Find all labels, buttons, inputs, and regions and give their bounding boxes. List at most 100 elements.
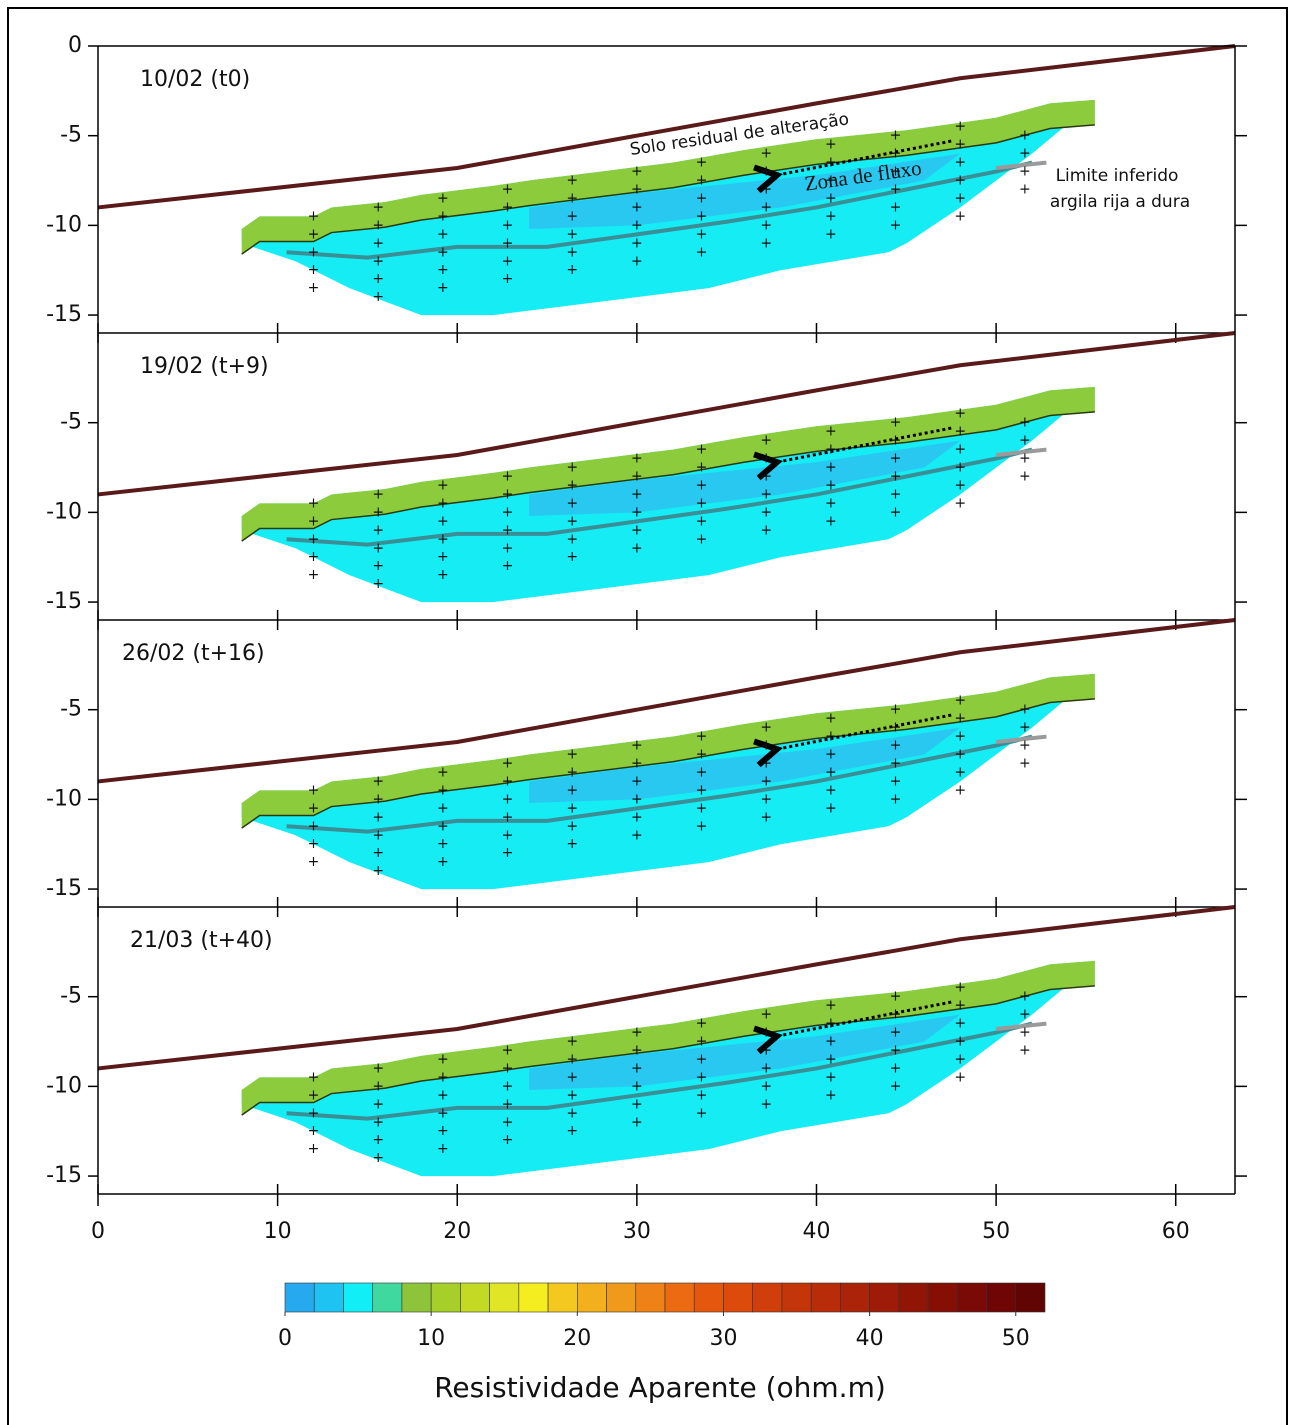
- x-tick-label: 20: [443, 1219, 471, 1244]
- electrode-point: +: [308, 854, 320, 870]
- electrode-point: +: [760, 791, 772, 807]
- electrode-point: +: [890, 989, 902, 1005]
- low-resistivity-zone: [529, 153, 961, 229]
- electrode-point: +: [631, 1114, 643, 1130]
- x-tick-label: 40: [802, 1219, 830, 1244]
- electrode-point: +: [437, 836, 449, 852]
- electrode-point: +: [631, 235, 643, 251]
- electrode-point: +: [502, 1096, 514, 1112]
- electrode-point: +: [825, 173, 837, 189]
- electrode-point: +: [954, 119, 966, 135]
- inferred-limit: [286, 734, 1033, 834]
- electrode-point: +: [696, 1051, 708, 1067]
- electrode-point: +: [890, 720, 902, 736]
- frame: [7, 7, 1288, 1425]
- y-tick-label: -10: [46, 499, 82, 524]
- electrode-point: +: [372, 199, 384, 215]
- electrode-point: +: [308, 1105, 320, 1121]
- colorbar-swatch: [518, 1282, 549, 1313]
- x-tick-label: 0: [91, 1219, 105, 1244]
- electrode-point: +: [372, 271, 384, 287]
- electrode-point: +: [566, 173, 578, 189]
- electrode-point: +: [372, 289, 384, 305]
- electrode-point: +: [502, 1078, 514, 1094]
- electrode-point: +: [566, 1105, 578, 1121]
- electrode-point: +: [825, 513, 837, 529]
- electrode-point: +: [696, 729, 708, 745]
- electrode-point: +: [825, 442, 837, 458]
- electrode-point: +: [631, 469, 643, 485]
- electrode-point: +: [696, 155, 708, 171]
- electrode-point: +: [308, 226, 320, 242]
- electrode-point: +: [696, 764, 708, 780]
- layer-contour: [241, 411, 1095, 542]
- electrode-point: +: [566, 782, 578, 798]
- electrode-point: +: [631, 1060, 643, 1076]
- electrode-point: +: [437, 495, 449, 511]
- electrode-point: +: [954, 1016, 966, 1032]
- electrode-point: +: [954, 442, 966, 458]
- electrode-point: +: [631, 1078, 643, 1094]
- electrode-point: +: [437, 1051, 449, 1067]
- x-tick-label: 10: [264, 1219, 292, 1244]
- electrode-point: +: [631, 182, 643, 198]
- colorbar-tick-label: 40: [856, 1326, 884, 1351]
- colorbar-swatch: [752, 1282, 783, 1313]
- electrode-point: +: [1019, 415, 1031, 431]
- electrode-point: +: [825, 800, 837, 816]
- electrode-point: +: [437, 226, 449, 242]
- electrode-point: +: [308, 782, 320, 798]
- electrode-point: +: [760, 451, 772, 467]
- electrode-point: +: [437, 280, 449, 296]
- electrode-point: +: [696, 173, 708, 189]
- electrode-point: +: [566, 747, 578, 763]
- electrode-point: +: [502, 486, 514, 502]
- colorbar-tick-label: 20: [563, 1326, 591, 1351]
- colorbar-swatch: [693, 1282, 724, 1313]
- electrode-point: +: [890, 1078, 902, 1094]
- inferred-limit: [286, 160, 1033, 260]
- colorbar-swatch: [635, 1282, 666, 1313]
- electrode-point: +: [308, 1087, 320, 1103]
- electrode-point: +: [1019, 1043, 1031, 1059]
- electrode-point: +: [825, 1016, 837, 1032]
- electrode-point: +: [954, 998, 966, 1014]
- electrode-point: +: [825, 1034, 837, 1050]
- panel-label: 26/02 (t+16): [122, 641, 265, 666]
- electrode-point: +: [566, 513, 578, 529]
- electrode-point: +: [372, 827, 384, 843]
- electrode-point: +: [890, 1007, 902, 1023]
- electrode-point: +: [696, 747, 708, 763]
- electrode-point: +: [954, 208, 966, 224]
- y-tick-label: -10: [46, 212, 82, 237]
- electrode-point: +: [760, 720, 772, 736]
- y-tick-label: -10: [46, 1073, 82, 1098]
- electrode-point: +: [566, 208, 578, 224]
- electrode-point: +: [890, 1043, 902, 1059]
- electrode-point: +: [954, 137, 966, 153]
- electrode-point: +: [631, 738, 643, 754]
- colorbar-swatch: [723, 1282, 753, 1313]
- electrode-point: +: [954, 1069, 966, 1085]
- electrode-point: +: [566, 495, 578, 511]
- electrode-point: +: [631, 773, 643, 789]
- electrode-point: +: [566, 190, 578, 206]
- electrode-point: +: [760, 1007, 772, 1023]
- electrode-point: +: [308, 244, 320, 260]
- electrode-point: +: [566, 244, 578, 260]
- electrode-point: +: [696, 531, 708, 547]
- electrode-point: +: [308, 262, 320, 278]
- layer-contour: [241, 698, 1095, 829]
- electrode-point: +: [760, 469, 772, 485]
- colorbar-title: Resistividade Aparente (ohm.m): [434, 1371, 886, 1404]
- electrode-point: +: [825, 1051, 837, 1067]
- electrode-point: +: [890, 451, 902, 467]
- low-resistivity-zone: [529, 727, 961, 803]
- electrode-point: +: [372, 845, 384, 861]
- electrode-point: +: [631, 791, 643, 807]
- electrode-point: +: [372, 522, 384, 538]
- electrode-point: +: [825, 998, 837, 1014]
- electrode-point: +: [890, 486, 902, 502]
- annotation: Limite inferido: [1056, 166, 1179, 186]
- topography: [97, 618, 1236, 784]
